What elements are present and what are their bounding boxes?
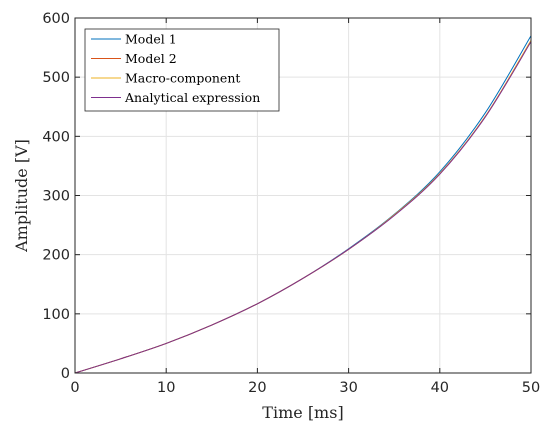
x-tick-label: 10 [157, 380, 175, 396]
y-axis-label: Amplitude [V] [12, 139, 31, 253]
legend-label-4: Analytical expression [124, 90, 260, 105]
x-tick-label: 40 [431, 380, 449, 396]
x-tick-label: 20 [248, 380, 266, 396]
y-tick-label: 200 [42, 248, 70, 264]
x-tick-labels: 0 10 20 30 40 50 [70, 380, 540, 396]
series-lines [74, 35, 532, 374]
axis-ticks [74, 17, 532, 374]
legend: Model 1 Model 2 Macro-component Analytical … [84, 28, 280, 112]
series-line-4 [74, 41, 532, 374]
legend-label-3: Macro-component [125, 71, 240, 86]
y-tick-label: 400 [42, 129, 70, 145]
x-tick-label: 30 [339, 380, 357, 396]
x-tick-label: 50 [522, 380, 540, 396]
y-tick-labels: 0 100 200 300 400 500 600 [42, 11, 70, 382]
y-tick-label: 500 [42, 70, 70, 86]
y-tick-label: 100 [42, 307, 70, 323]
x-axis-label: Time [ms] [262, 403, 343, 422]
x-tick-label: 0 [70, 380, 79, 396]
legend-label-1: Model 1 [125, 32, 177, 47]
y-tick-label: 600 [42, 11, 70, 27]
y-tick-label: 300 [42, 189, 70, 205]
legend-label-2: Model 2 [125, 51, 177, 66]
y-tick-label: 0 [61, 366, 70, 382]
